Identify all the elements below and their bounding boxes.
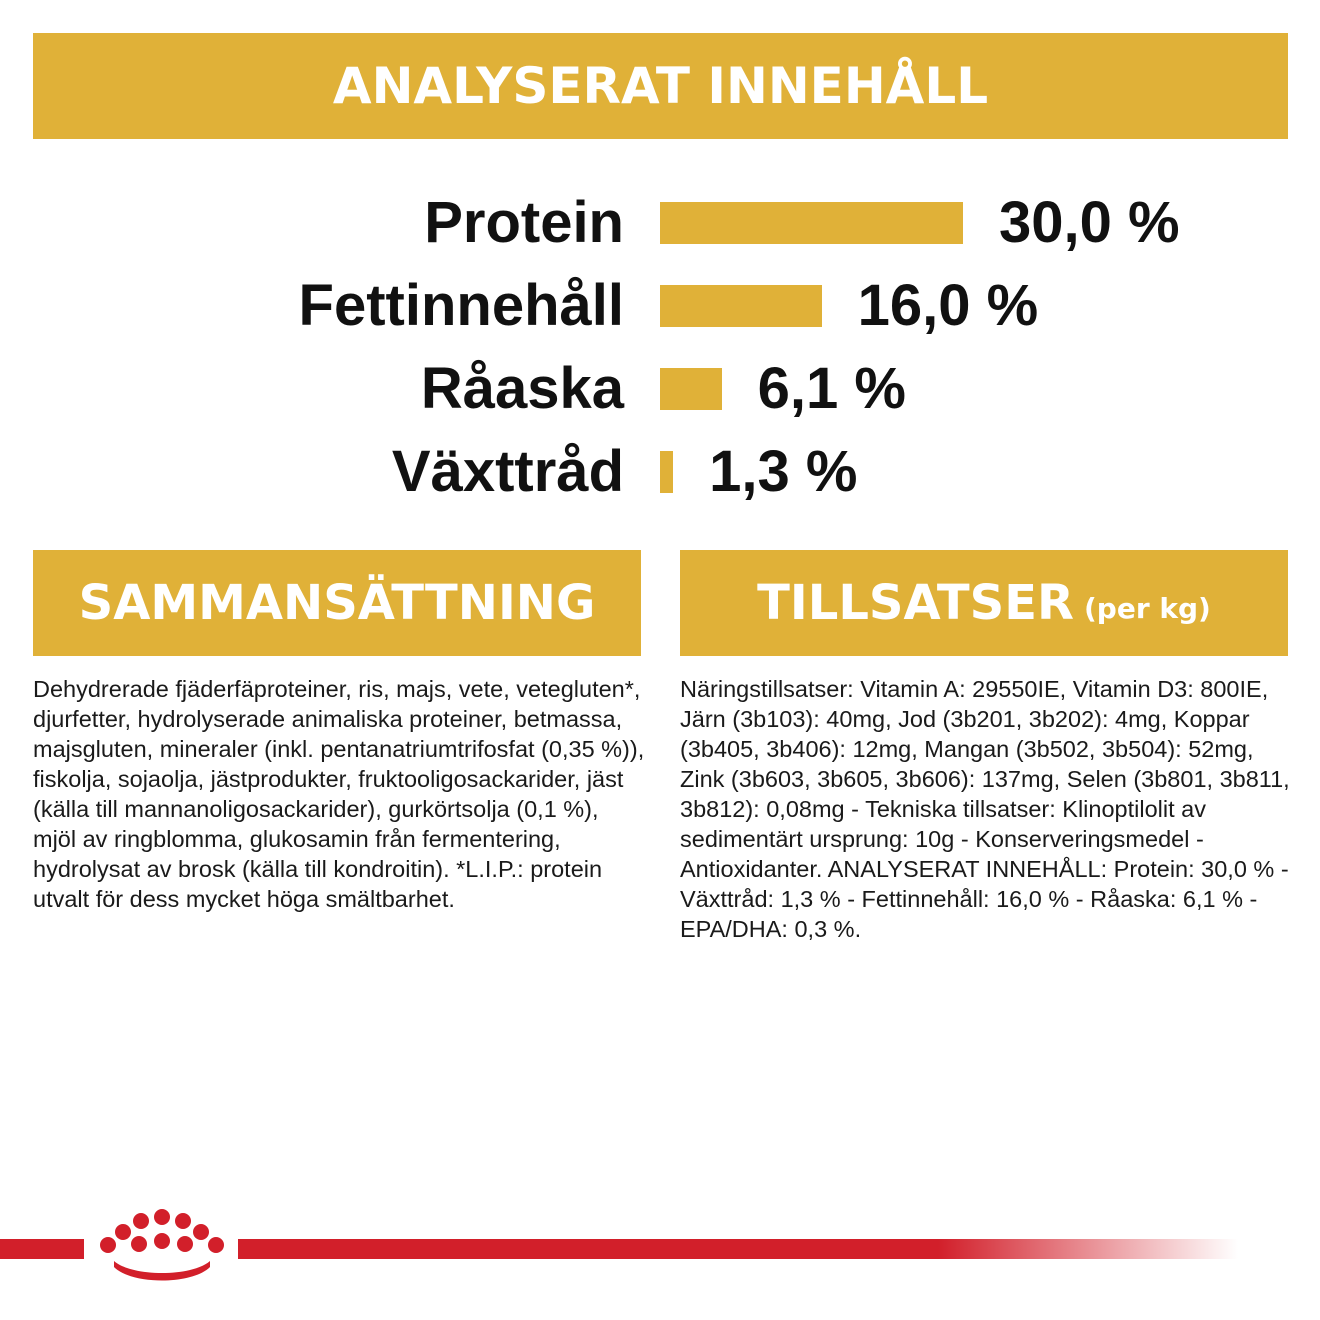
- analysis-value: 1,3 %: [709, 439, 858, 504]
- analysis-bar: [660, 285, 822, 327]
- analysis-bar: [660, 451, 674, 493]
- analysis-value: 6,1 %: [757, 356, 906, 421]
- additives-header: TILLSATSER (per kg): [680, 550, 1288, 656]
- analysis-bar: [660, 202, 963, 244]
- footer-line-right: [238, 1239, 1238, 1259]
- analysis-label: Fettinnehåll: [298, 273, 624, 338]
- analysis-value: 16,0 %: [857, 273, 1039, 338]
- additives-text: Näringstillsatser: Vitamin A: 29550IE, V…: [680, 676, 1290, 942]
- analysis-row-protein: Protein 30,0 %: [0, 180, 1320, 266]
- analysis-bar: [660, 368, 722, 410]
- additives-title-suffix: (per kg): [1083, 591, 1211, 625]
- analysis-value: 30,0 %: [999, 190, 1180, 255]
- analysis-header: ANALYSERAT INNEHÅLL: [33, 33, 1288, 139]
- analysis-label: Växttråd: [391, 439, 624, 504]
- analysis-row-fat: Fettinnehåll 16,0 %: [0, 263, 1320, 349]
- additives-title: TILLSATSER: [757, 575, 1074, 631]
- analysis-row-fibre: Växttråd 1,3 %: [0, 429, 1320, 515]
- analysis-row-ash: Råaska 6,1 %: [0, 346, 1320, 432]
- footer-line-left: [0, 1239, 84, 1259]
- crown-logo-icon: [100, 1209, 224, 1281]
- analysis-label: Råaska: [420, 356, 624, 421]
- composition-header: SAMMANSÄTTNING: [33, 550, 641, 656]
- analysis-label: Protein: [424, 190, 624, 255]
- composition-title: SAMMANSÄTTNING: [78, 575, 596, 631]
- composition-text: Dehydrerade fjäderfäproteiner, ris, majs…: [33, 676, 645, 912]
- analysis-title: ANALYSERAT INNEHÅLL: [332, 57, 989, 115]
